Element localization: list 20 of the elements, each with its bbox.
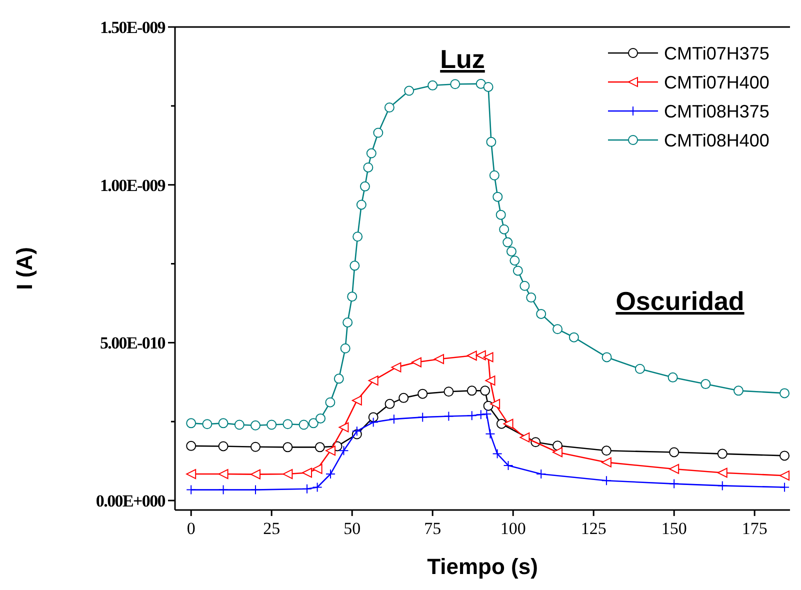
- legend-label: CMTi08H400: [664, 130, 770, 150]
- x-tick-label: 125: [580, 519, 606, 538]
- y-tick-label: 0.00E+000: [96, 491, 166, 510]
- annotation: Luz: [440, 44, 485, 74]
- x-axis-title: Tiempo (s): [427, 554, 538, 579]
- legend-label: CMTi08H375: [664, 101, 770, 122]
- x-tick-label: 50: [344, 519, 361, 538]
- y-tick-label: 1.50E-009: [100, 18, 166, 37]
- x-tick-label: 175: [742, 519, 768, 538]
- annotation: Oscuridad: [616, 286, 744, 316]
- x-tick-label: 150: [661, 519, 687, 538]
- y-tick-label: 5.00E-010: [100, 334, 166, 353]
- x-tick-label: 0: [186, 519, 196, 538]
- x-tick-label: 75: [424, 519, 442, 538]
- legend-label: CMTi07H400: [664, 72, 770, 92]
- legend-label: CMTi07H375: [664, 43, 770, 64]
- y-axis-title: I (A): [12, 247, 37, 290]
- y-tick-label: 1.00E-009: [100, 176, 166, 195]
- x-tick-label: 100: [500, 519, 526, 538]
- x-tick-label: 25: [263, 519, 280, 538]
